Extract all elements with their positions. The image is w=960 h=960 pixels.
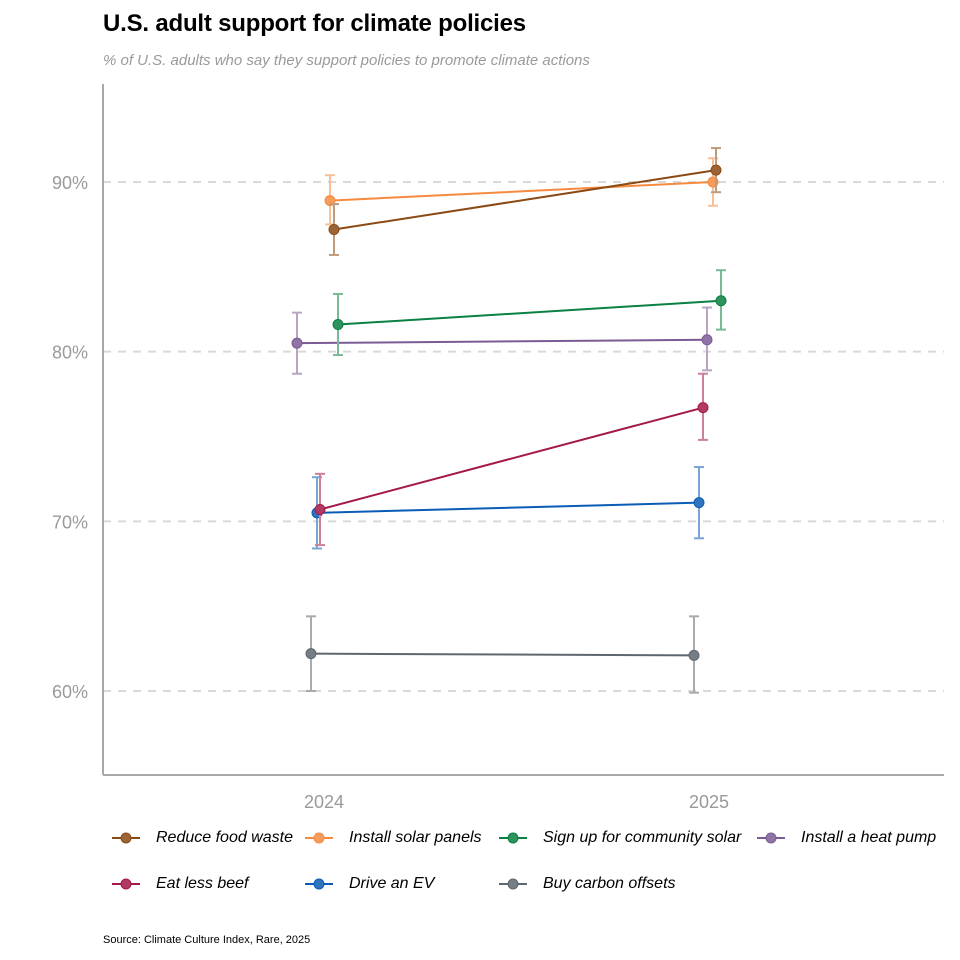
legend-key-icon — [753, 826, 789, 850]
series-line — [310, 652, 695, 657]
data-point — [328, 224, 340, 236]
legend-key-icon — [301, 826, 337, 850]
data-point — [701, 334, 713, 346]
legend-label: Sign up for community solar — [543, 829, 742, 846]
series-drive-an-ev — [311, 466, 705, 550]
legend-key-icon — [108, 872, 144, 896]
data-point — [715, 295, 727, 307]
legend-item: Sign up for community solar — [495, 826, 741, 850]
y-tick-label: 90% — [52, 173, 88, 193]
series-line — [329, 181, 714, 202]
legend-item: Eat less beef — [108, 872, 249, 896]
series-line — [333, 169, 717, 231]
y-tick-label: 80% — [52, 343, 88, 363]
legend-label: Install a heat pump — [801, 829, 937, 846]
source-note: Source: Climate Culture Index, Rare, 202… — [103, 934, 311, 946]
data-point — [688, 649, 700, 661]
legend-label: Buy carbon offsets — [543, 875, 676, 892]
legend-item: Install solar panels — [301, 826, 482, 850]
legend-item: Install a heat pump — [753, 826, 936, 850]
data-point — [305, 648, 317, 660]
y-tick-label: 70% — [52, 512, 88, 532]
data-point — [710, 164, 722, 176]
data-point — [693, 497, 705, 509]
data-point — [697, 402, 709, 414]
legend-item: Drive an EV — [301, 872, 434, 896]
series-line — [337, 299, 722, 326]
legend-key-icon — [301, 872, 337, 896]
chart-title: U.S. adult support for climate policies — [103, 10, 526, 37]
legend-label: Reduce food waste — [156, 829, 293, 846]
chart-subtitle: % of U.S. adults who say they support po… — [103, 52, 590, 69]
series-sign-up-for-community-solar — [332, 269, 727, 357]
series-eat-less-beef — [314, 372, 709, 547]
series-install-a-heat-pump — [291, 306, 713, 375]
series-line — [319, 406, 704, 511]
legend-label: Install solar panels — [349, 829, 482, 846]
legend-label: Drive an EV — [349, 875, 435, 892]
legend-key-icon — [495, 826, 531, 850]
data-point — [314, 503, 326, 515]
data-point — [332, 319, 344, 331]
x-tick-label: 2024 — [304, 792, 344, 812]
y-tick-label: 60% — [52, 682, 88, 702]
series-line — [296, 338, 708, 345]
series-buy-carbon-offsets — [305, 615, 700, 694]
series-install-solar-panels — [324, 157, 719, 226]
legend-key-icon — [108, 826, 144, 850]
series-reduce-food-waste — [328, 147, 722, 256]
x-tick-label: 2025 — [689, 792, 729, 812]
data-point — [291, 337, 303, 349]
legend-key-icon — [495, 872, 531, 896]
legend-item: Reduce food waste — [108, 826, 293, 850]
legend-item: Buy carbon offsets — [495, 872, 676, 896]
legend-label: Eat less beef — [156, 875, 249, 892]
series-line — [316, 501, 700, 514]
